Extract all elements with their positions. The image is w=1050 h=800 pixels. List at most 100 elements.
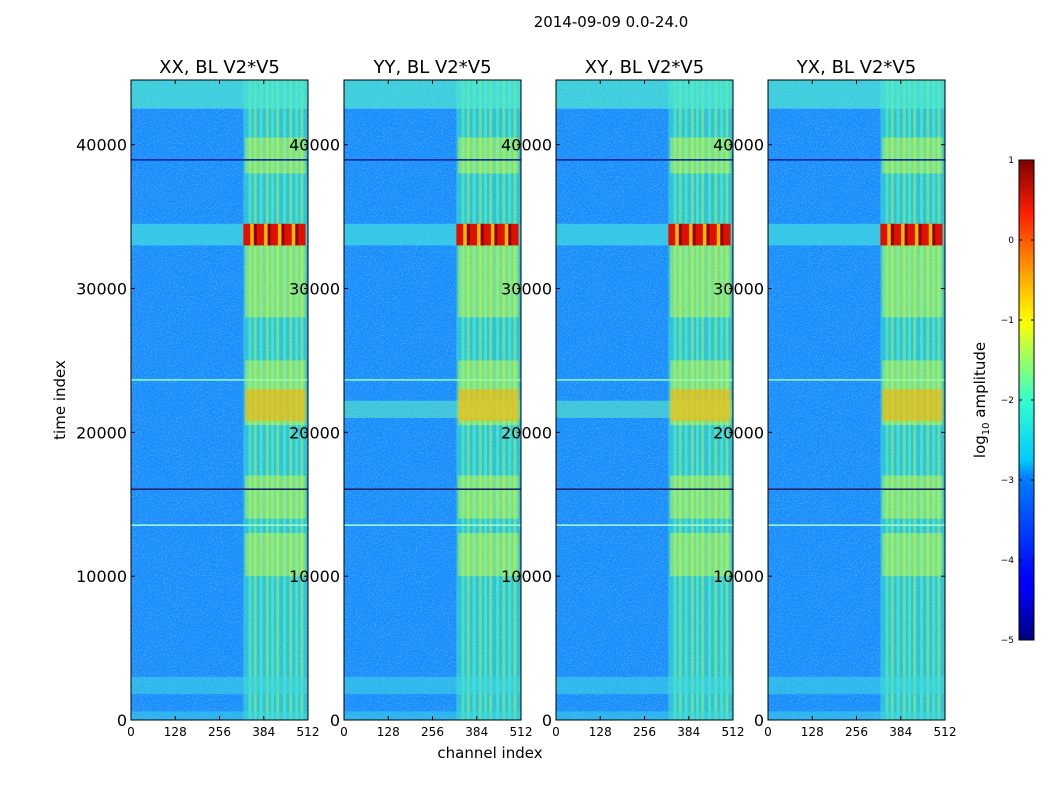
rfi-block: [458, 475, 519, 519]
rfi-dark-stripe: [692, 223, 696, 246]
rfi-red-stripe: [675, 223, 680, 246]
time-line: [344, 159, 521, 161]
y-tick-label: 20000: [501, 423, 552, 442]
time-line: [768, 488, 945, 490]
rfi-red-stripe: [264, 223, 269, 246]
rfi-dark-stripe: [494, 223, 498, 246]
rfi-block: [245, 245, 306, 318]
rfi-block: [245, 137, 306, 174]
rfi-dark-stripe: [253, 223, 257, 246]
y-tick-label: 40000: [713, 136, 764, 155]
colorbar-tick-label: −2: [1001, 396, 1014, 406]
rfi-block: [670, 245, 731, 318]
time-line: [344, 379, 521, 381]
rfi-block: [670, 533, 731, 577]
rfi-dark-stripe: [890, 223, 894, 246]
colorbar: 10−1−2−3−4−5 log10 amplitude: [971, 156, 1035, 646]
panel-2: YY, BL V2*V5 0 128 256 384 512 0 10000 20000 3000…: [289, 57, 532, 739]
time-line: [556, 488, 733, 490]
rfi-dark-stripe: [706, 223, 710, 246]
time-band: [344, 711, 521, 720]
x-tick-label: 256: [208, 725, 231, 739]
rfi-dark-stripe: [295, 223, 299, 246]
rfi-saturated-block: [243, 223, 306, 246]
y-tick-label: 40000: [289, 136, 340, 155]
panel-3: XY, BL V2*V5 0 128 256 384 512 0 10000 20000 3000…: [501, 57, 744, 739]
colorbar-label: log10 amplitude: [971, 342, 992, 458]
time-line: [344, 524, 521, 526]
rfi-red: [456, 223, 519, 246]
y-tick-label: 0: [117, 711, 127, 730]
rfi-block: [670, 137, 731, 174]
time-line: [556, 524, 733, 526]
x-tick-label: 512: [934, 725, 957, 739]
time-line: [556, 159, 733, 161]
heatmap-image: [768, 80, 945, 720]
time-line: [768, 379, 945, 381]
panel-title: YY, BL V2*V5: [372, 57, 491, 78]
x-tick-label: 128: [164, 725, 187, 739]
rfi-red-stripe: [490, 223, 495, 246]
time-line: [131, 524, 308, 526]
rfi-block: [245, 533, 306, 577]
rfi-red-stripe: [887, 223, 892, 246]
rfi-saturated-block: [668, 223, 731, 246]
y-tick-label: 10000: [289, 567, 340, 586]
rfi-block: [458, 533, 519, 577]
rfi-dark-stripe: [678, 223, 682, 246]
rfi-saturated-block: [880, 223, 943, 246]
x-tick-label: 128: [589, 725, 612, 739]
y-tick-label: 10000: [76, 567, 127, 586]
panel-title: XY, BL V2*V5: [585, 57, 704, 78]
x-tick-label: 512: [722, 725, 745, 739]
rfi-red: [668, 223, 731, 246]
time-line: [768, 159, 945, 161]
x-tick-label: 128: [801, 725, 824, 739]
colorbar-ticks: 1 0 −1 −2 −3 −4 −5: [1001, 156, 1034, 646]
x-tick-label: 0: [127, 725, 135, 739]
rfi-dark-stripe: [904, 223, 908, 246]
y-tick-label: 30000: [501, 280, 552, 299]
rfi-red-stripe: [250, 223, 255, 246]
time-band: [131, 676, 308, 695]
y-tick-label: 10000: [713, 567, 764, 586]
rfi-red: [880, 223, 943, 246]
rfi-saturated-block: [456, 223, 519, 246]
rfi-hot-block: [882, 389, 943, 421]
time-band: [131, 80, 308, 109]
rfi-red-stripe: [716, 223, 721, 246]
panel-title: YX, BL V2*V5: [796, 57, 916, 78]
x-tick-label: 256: [633, 725, 656, 739]
x-tick-label: 384: [465, 725, 488, 739]
panel-1: XX, BL V2*V5 0 128 256 384 512 0 10000 20000 3000…: [76, 57, 319, 739]
x-tick-label: 128: [377, 725, 400, 739]
panel-4: YX, BL V2*V5 0 128 256 384 512 0 10000 20000 3000…: [713, 57, 956, 739]
time-line: [131, 488, 308, 490]
y-tick-label: 0: [542, 711, 552, 730]
time-band: [556, 676, 733, 695]
heatmap-panels: XX, BL V2*V5 0 128 256 384 512 0 10000 20000 3000…: [76, 57, 956, 739]
rfi-block: [882, 137, 943, 174]
rfi-red-stripe: [702, 223, 707, 246]
panel-title: XX, BL V2*V5: [159, 57, 280, 78]
time-band: [556, 80, 733, 109]
x-tick-label: 0: [340, 725, 348, 739]
colorbar-tick-label: −3: [1001, 476, 1014, 486]
x-tick-label: 256: [845, 725, 868, 739]
time-line: [131, 159, 308, 161]
y-tick-label: 20000: [76, 423, 127, 442]
rfi-dark-stripe: [466, 223, 470, 246]
y-tick-label: 40000: [76, 136, 127, 155]
y-tick-label: 30000: [289, 280, 340, 299]
rfi-red-stripe: [477, 223, 482, 246]
time-band: [344, 80, 521, 109]
x-tick-label: 384: [889, 725, 912, 739]
y-axis-label: time index: [51, 360, 69, 440]
rfi-dark-stripe: [932, 223, 936, 246]
rfi-dark-stripe: [480, 223, 484, 246]
rfi-dark-stripe: [508, 223, 512, 246]
rfi-hot-block: [245, 389, 306, 421]
rfi-block: [882, 245, 943, 318]
x-tick-label: 384: [252, 725, 275, 739]
x-tick-label: 512: [297, 725, 320, 739]
